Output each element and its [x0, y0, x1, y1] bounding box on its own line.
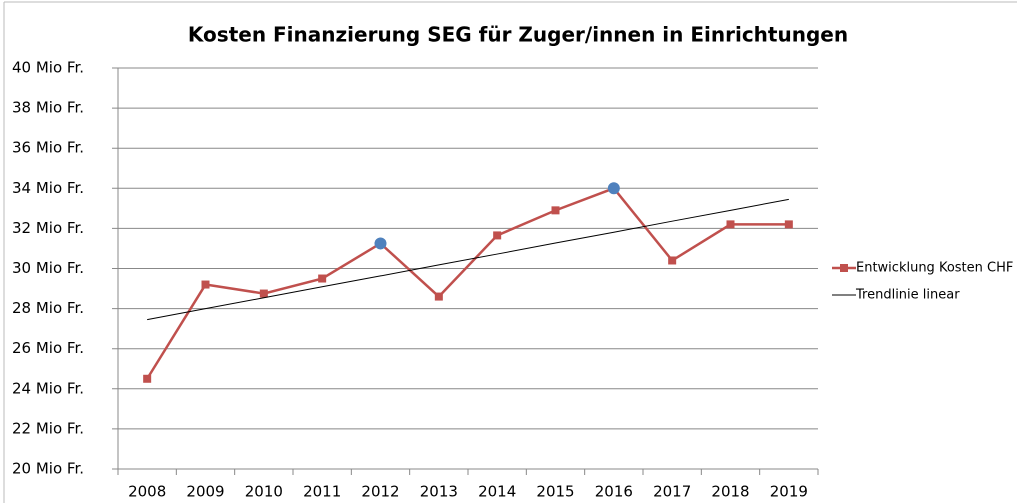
y-tick-label: 40 Mio Fr. [12, 59, 84, 77]
x-tick-label: 2018 [711, 483, 749, 501]
x-tick-label: 2008 [128, 483, 166, 501]
y-tick-label: 38 Mio Fr. [12, 99, 84, 117]
x-tick-label: 2016 [595, 483, 633, 501]
marker [201, 280, 210, 289]
marker [551, 206, 560, 215]
x-tick-label: 2017 [653, 483, 691, 501]
x-tick-label: 2011 [303, 483, 341, 501]
x-tick-label: 2015 [536, 483, 574, 501]
y-tick-label: 36 Mio Fr. [12, 139, 84, 157]
y-tick-label: 28 Mio Fr. [12, 299, 84, 317]
marker [143, 374, 152, 383]
x-tick-label: 2010 [245, 483, 283, 501]
legend-label: Entwicklung Kosten CHF [856, 261, 1013, 276]
series-line [147, 198, 789, 321]
x-tick-label: 2012 [361, 483, 399, 501]
legend-marker [840, 264, 848, 272]
marker [493, 231, 502, 240]
y-tick-label: 32 Mio Fr. [12, 219, 84, 237]
y-tick-label: 30 Mio Fr. [12, 259, 84, 277]
marker [434, 292, 443, 301]
x-tick-label: 2013 [420, 483, 458, 501]
marker [259, 289, 268, 298]
highlight-marker [374, 237, 387, 250]
marker [726, 220, 735, 229]
y-tick-label: 22 Mio Fr. [12, 419, 84, 437]
y-tick-label: 26 Mio Fr. [12, 339, 84, 357]
series-line [146, 186, 789, 380]
x-tick-label: 2019 [770, 483, 808, 501]
marker [784, 220, 793, 229]
y-tick-label: 20 Mio Fr. [12, 460, 84, 478]
marker [318, 274, 327, 283]
x-tick-label: 2014 [478, 483, 516, 501]
marker [668, 256, 677, 265]
y-tick-label: 34 Mio Fr. [12, 179, 84, 197]
y-tick-label: 24 Mio Fr. [12, 379, 84, 397]
chart-title: Kosten Finanzierung SEG für Zuger/innen … [188, 23, 848, 47]
legend-label: Trendlinie linear [855, 288, 960, 303]
highlight-marker [607, 182, 620, 195]
x-tick-label: 2009 [186, 483, 224, 501]
